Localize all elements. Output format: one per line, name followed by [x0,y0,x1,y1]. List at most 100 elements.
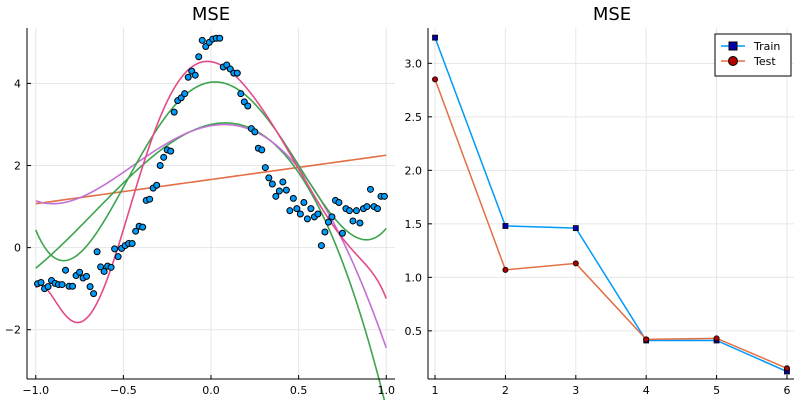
mse-plot-title: MSE [593,4,631,25]
fit-curve-degree-1 [35,154,387,205]
mse-xtick-label: 3 [572,384,579,397]
fit-curve-degree-3 [35,122,386,400]
data-point [195,53,203,61]
fit-plot-grid [27,28,395,379]
data-point [156,162,164,170]
fit-xtick-label: 0.0 [202,384,220,397]
mse-ytick-label: 2.5 [405,111,423,124]
legend-train-marker [728,41,738,51]
data-point [191,71,199,79]
fit-ytick-label: −2 [5,324,21,337]
fit-xtick-label: 1.0 [377,384,395,397]
data-point [293,205,301,213]
data-point [58,281,66,289]
fit-xtick-label: −0.5 [110,384,137,397]
data-point [184,73,192,81]
data-point [251,128,259,136]
data-point [244,102,252,110]
data-point [363,203,371,211]
fit-plot-ticks: −1.0 −0.5 0.0 0.5 1.0 −2 0 2 4 [5,77,395,397]
mse-ytick-label: 1.5 [405,218,423,231]
series-test-marker [713,335,720,342]
mse-ytick-label: 1.0 [405,271,423,284]
legend-test-label: Test [753,55,776,68]
mse-xtick-label: 4 [643,384,650,397]
data-point [286,207,294,215]
data-point [356,219,364,227]
data-point [321,228,329,236]
series-test-marker [643,336,650,343]
series-test-marker [432,76,439,83]
legend-train-label: Train [753,40,780,53]
data-point [268,180,276,188]
mse-ytick-label: 3.0 [405,57,423,70]
series-test-marker [572,260,579,267]
mse-xtick-label: 5 [713,384,720,397]
series-test-line [434,79,788,369]
data-point [97,263,105,271]
data-point [300,198,308,206]
data-point [279,178,287,186]
data-point [139,223,147,231]
fit-curve-degree-4 [35,123,387,349]
data-point [328,213,336,221]
data-point [167,147,175,155]
data-point [275,187,283,195]
data-point [132,227,140,235]
data-point [296,210,304,218]
data-point [107,263,115,271]
data-point [289,194,297,202]
fit-xtick-label: −1.0 [22,384,49,397]
fit-ytick-label: 0 [14,242,21,255]
series-test-marker [783,365,790,372]
mse-plot-ticks: 1 2 3 4 5 6 0.5 1.0 1.5 2.0 2.5 3.0 [405,57,791,397]
data-point [44,283,52,291]
fit-ytick-label: 2 [14,160,21,173]
mse-xtick-label: 1 [432,384,439,397]
data-point [76,268,84,276]
series-train-marker [572,225,579,232]
mse-plot: MSE 1 2 3 4 5 6 0.5 1.0 1.5 2.0 2.5 3.0 Train Test [405,4,794,397]
mse-plot-grid [428,28,794,379]
data-point [69,282,77,290]
fit-curves [35,60,387,400]
data-point [114,253,122,261]
data-point [90,290,98,298]
legend-test-marker [728,56,738,66]
series-train-marker [432,34,438,41]
data-point [170,108,178,116]
series-test-marker [502,266,509,273]
fit-plot-title: MSE [192,4,230,25]
data-point [345,207,353,215]
series-train-line [434,37,788,373]
data-points [34,34,388,298]
data-point [237,90,245,98]
data-point [146,195,154,203]
data-point [153,181,161,189]
data-point [86,283,94,291]
data-point [198,36,206,44]
data-point [62,266,70,274]
data-point [373,205,381,213]
data-point [303,215,311,223]
mse-plot-axes [427,28,794,380]
data-point [160,153,168,161]
data-point [258,146,266,154]
fit-ytick-label: 4 [14,77,21,90]
data-point [307,205,315,213]
fit-xtick-label: 0.5 [290,384,308,397]
data-point [335,198,343,206]
legend: Train Test [714,33,792,77]
data-point [261,164,269,172]
mse-ytick-label: 0.5 [405,325,423,338]
mse-ytick-label: 2.0 [405,164,423,177]
series-train-marker [502,223,509,229]
data-point [93,248,101,256]
data-point [272,192,280,200]
data-point [216,34,224,42]
mse-xtick-label: 6 [783,384,790,397]
mse-xtick-label: 2 [502,384,509,397]
data-point [366,185,374,193]
data-point [324,218,332,226]
